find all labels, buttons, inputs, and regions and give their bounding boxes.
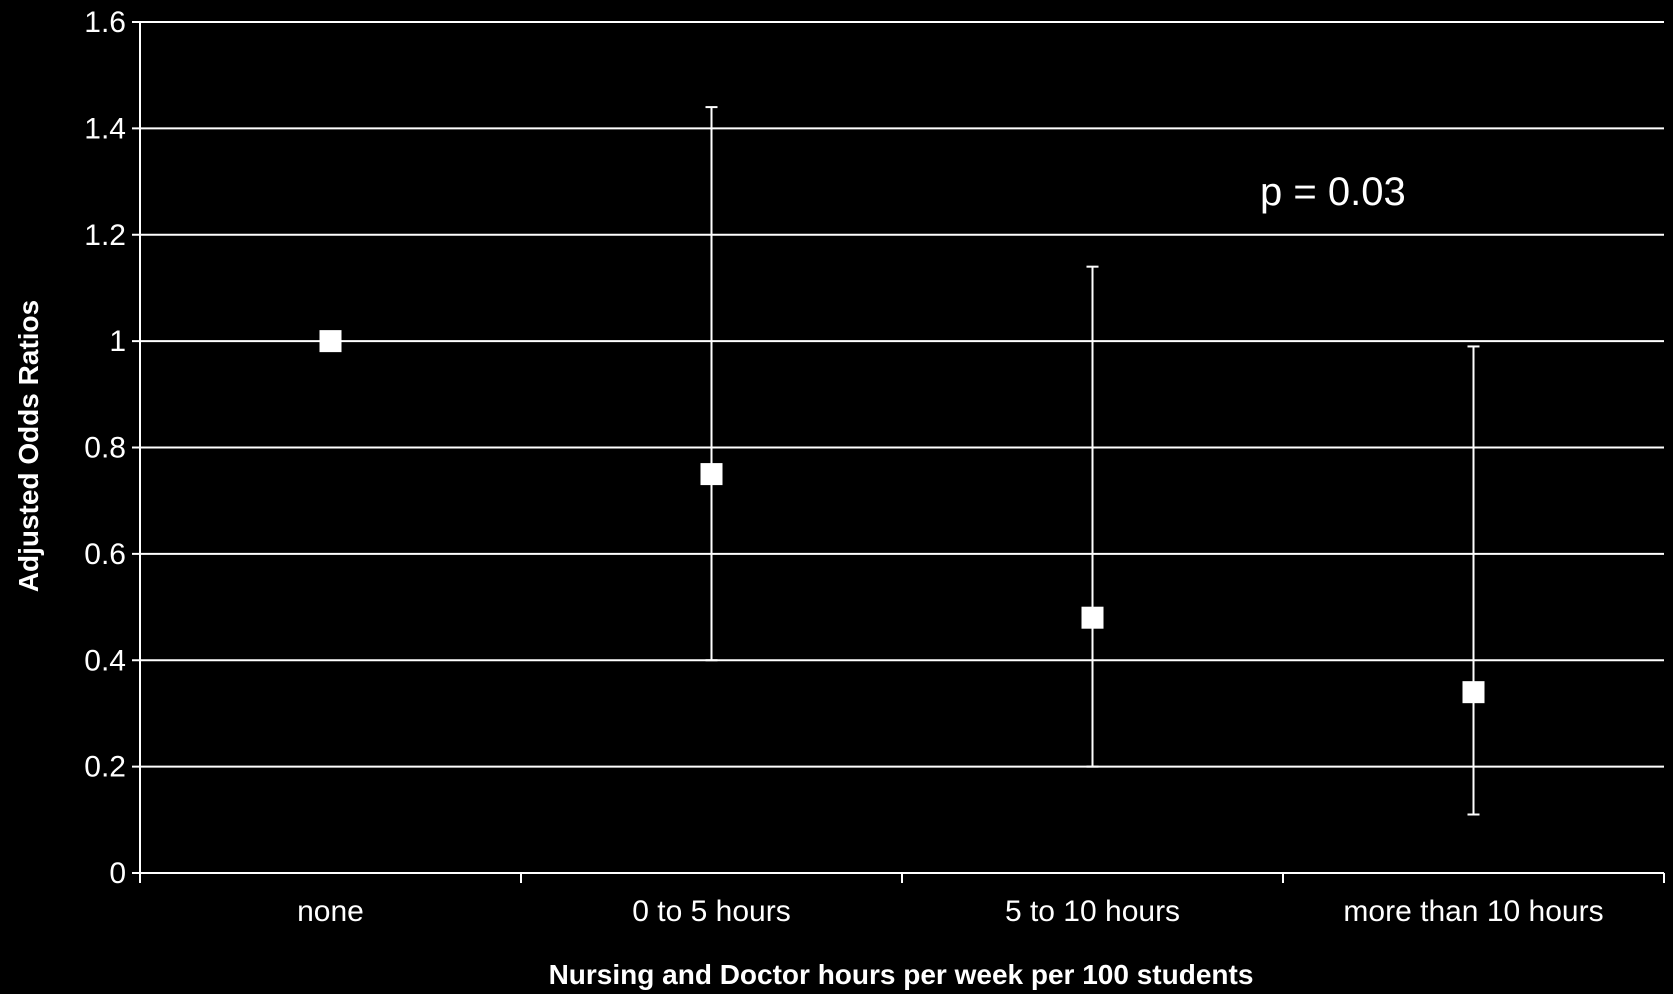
x-tick-labels: none 0 to 5 hours 5 to 10 hours more than 1… [297, 895, 1603, 928]
axes [132, 21, 1665, 883]
x-tick-label: none [297, 895, 364, 928]
y-tick-label: 1 [109, 325, 126, 358]
y-tick-label: 0.4 [84, 644, 126, 677]
x-tick-label: 0 to 5 hours [632, 895, 790, 928]
data-point [1462, 681, 1485, 704]
x-tick-label: more than 10 hours [1343, 895, 1603, 928]
y-tick-labels: 0 0.2 0.4 0.6 0.8 1 1.2 1.4 1.6 [84, 6, 126, 890]
gridlines [140, 21, 1664, 768]
y-tick-label: 0.8 [84, 432, 126, 465]
y-tick-label: 1.4 [84, 112, 126, 145]
error-bars [705, 106, 1480, 816]
y-tick-label: 0.2 [84, 751, 126, 784]
y-tick-label: 0 [109, 857, 126, 890]
p-value-annotation: p = 0.03 [1260, 170, 1406, 214]
data-point [319, 330, 342, 353]
x-axis-title: Nursing and Doctor hours per week per 10… [549, 959, 1254, 990]
y-axis-title: Adjusted Odds Ratios [13, 300, 44, 592]
y-tick-label: 1.2 [84, 219, 126, 252]
data-point [700, 463, 723, 486]
y-tick-label: 1.6 [84, 6, 126, 39]
x-tick-label: 5 to 10 hours [1005, 895, 1180, 928]
y-tick-label: 0.6 [84, 538, 126, 571]
data-points [319, 330, 1485, 704]
data-point [1081, 606, 1104, 629]
